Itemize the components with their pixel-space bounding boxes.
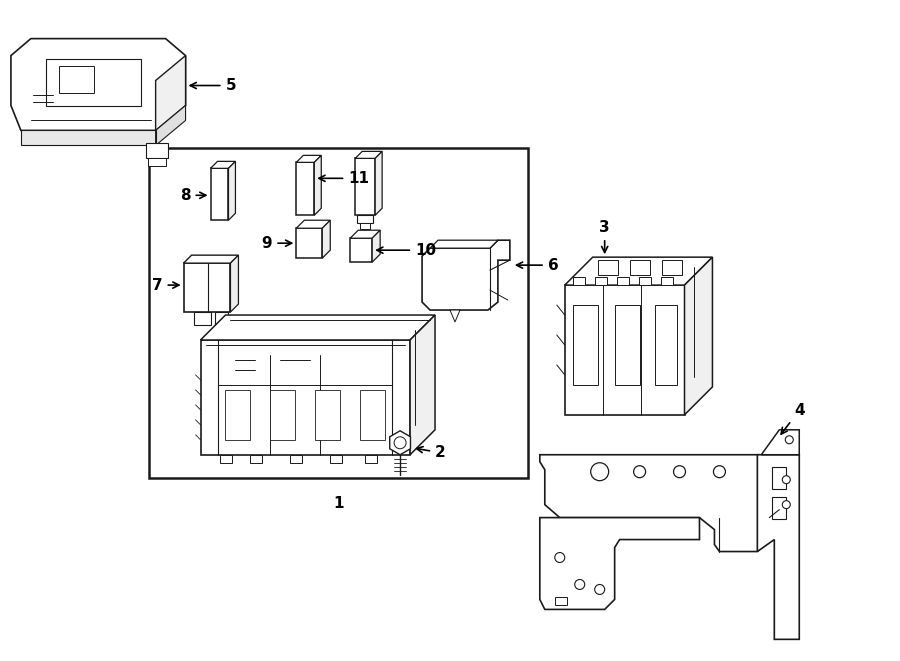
Bar — [616, 277, 628, 285]
Bar — [572, 305, 598, 385]
Text: 1: 1 — [333, 496, 344, 511]
Text: 10: 10 — [377, 243, 436, 258]
Text: 8: 8 — [180, 188, 206, 203]
Polygon shape — [296, 163, 314, 215]
Bar — [595, 277, 607, 285]
Circle shape — [575, 580, 585, 590]
Bar — [357, 215, 374, 223]
Polygon shape — [375, 151, 382, 215]
Circle shape — [673, 466, 686, 478]
Polygon shape — [194, 312, 211, 325]
Polygon shape — [314, 155, 321, 215]
Polygon shape — [296, 220, 330, 228]
Bar — [639, 277, 651, 285]
Text: 4: 4 — [781, 403, 805, 434]
Bar — [270, 390, 295, 440]
Polygon shape — [410, 315, 435, 455]
Polygon shape — [761, 430, 799, 455]
Polygon shape — [21, 130, 156, 145]
Polygon shape — [296, 155, 321, 163]
Polygon shape — [356, 159, 375, 215]
Text: 3: 3 — [599, 220, 610, 253]
Polygon shape — [350, 238, 373, 262]
Bar — [360, 390, 385, 440]
Bar — [226, 390, 250, 440]
Polygon shape — [565, 257, 713, 285]
Polygon shape — [422, 240, 510, 310]
Bar — [291, 455, 302, 463]
Polygon shape — [356, 151, 382, 159]
Bar — [146, 143, 167, 159]
Bar — [572, 277, 585, 285]
Polygon shape — [230, 255, 238, 312]
Bar — [598, 260, 617, 275]
Polygon shape — [201, 315, 435, 340]
Polygon shape — [322, 220, 330, 258]
Bar — [58, 65, 94, 93]
Bar — [46, 59, 140, 106]
Bar — [661, 277, 672, 285]
Bar — [662, 260, 681, 275]
Bar — [554, 598, 567, 605]
Polygon shape — [390, 431, 410, 455]
Polygon shape — [540, 518, 699, 609]
Text: 7: 7 — [152, 278, 179, 293]
Polygon shape — [540, 455, 779, 551]
Circle shape — [590, 463, 608, 481]
Bar — [772, 467, 787, 488]
Bar — [360, 223, 370, 229]
Bar — [615, 305, 640, 385]
Bar — [220, 455, 232, 463]
Polygon shape — [156, 56, 185, 130]
Circle shape — [782, 500, 790, 508]
Polygon shape — [211, 169, 229, 220]
Polygon shape — [156, 106, 185, 145]
Polygon shape — [11, 38, 185, 130]
Polygon shape — [450, 310, 460, 322]
Bar — [250, 455, 263, 463]
Text: 11: 11 — [319, 171, 369, 186]
Circle shape — [714, 466, 725, 478]
Polygon shape — [184, 263, 230, 312]
Polygon shape — [430, 240, 498, 248]
Polygon shape — [565, 285, 685, 415]
Polygon shape — [685, 257, 713, 415]
Text: 6: 6 — [517, 258, 559, 272]
Polygon shape — [373, 230, 380, 262]
Text: 9: 9 — [262, 236, 292, 251]
Circle shape — [394, 437, 406, 449]
Bar — [330, 455, 342, 463]
Bar — [654, 305, 677, 385]
Bar — [365, 455, 377, 463]
Bar — [148, 148, 527, 478]
Circle shape — [595, 584, 605, 594]
Circle shape — [782, 476, 790, 484]
Text: 5: 5 — [190, 78, 236, 93]
Bar — [630, 260, 650, 275]
Polygon shape — [758, 455, 799, 639]
Bar — [315, 390, 340, 440]
Polygon shape — [201, 340, 410, 455]
Polygon shape — [215, 312, 229, 325]
Circle shape — [786, 436, 793, 444]
Bar — [772, 496, 787, 519]
Text: 2: 2 — [417, 446, 446, 460]
Polygon shape — [211, 161, 236, 169]
Circle shape — [554, 553, 565, 563]
Polygon shape — [184, 255, 239, 263]
Circle shape — [634, 466, 645, 478]
Polygon shape — [350, 230, 380, 238]
Polygon shape — [229, 161, 236, 220]
Polygon shape — [296, 228, 322, 258]
Bar — [148, 159, 166, 167]
